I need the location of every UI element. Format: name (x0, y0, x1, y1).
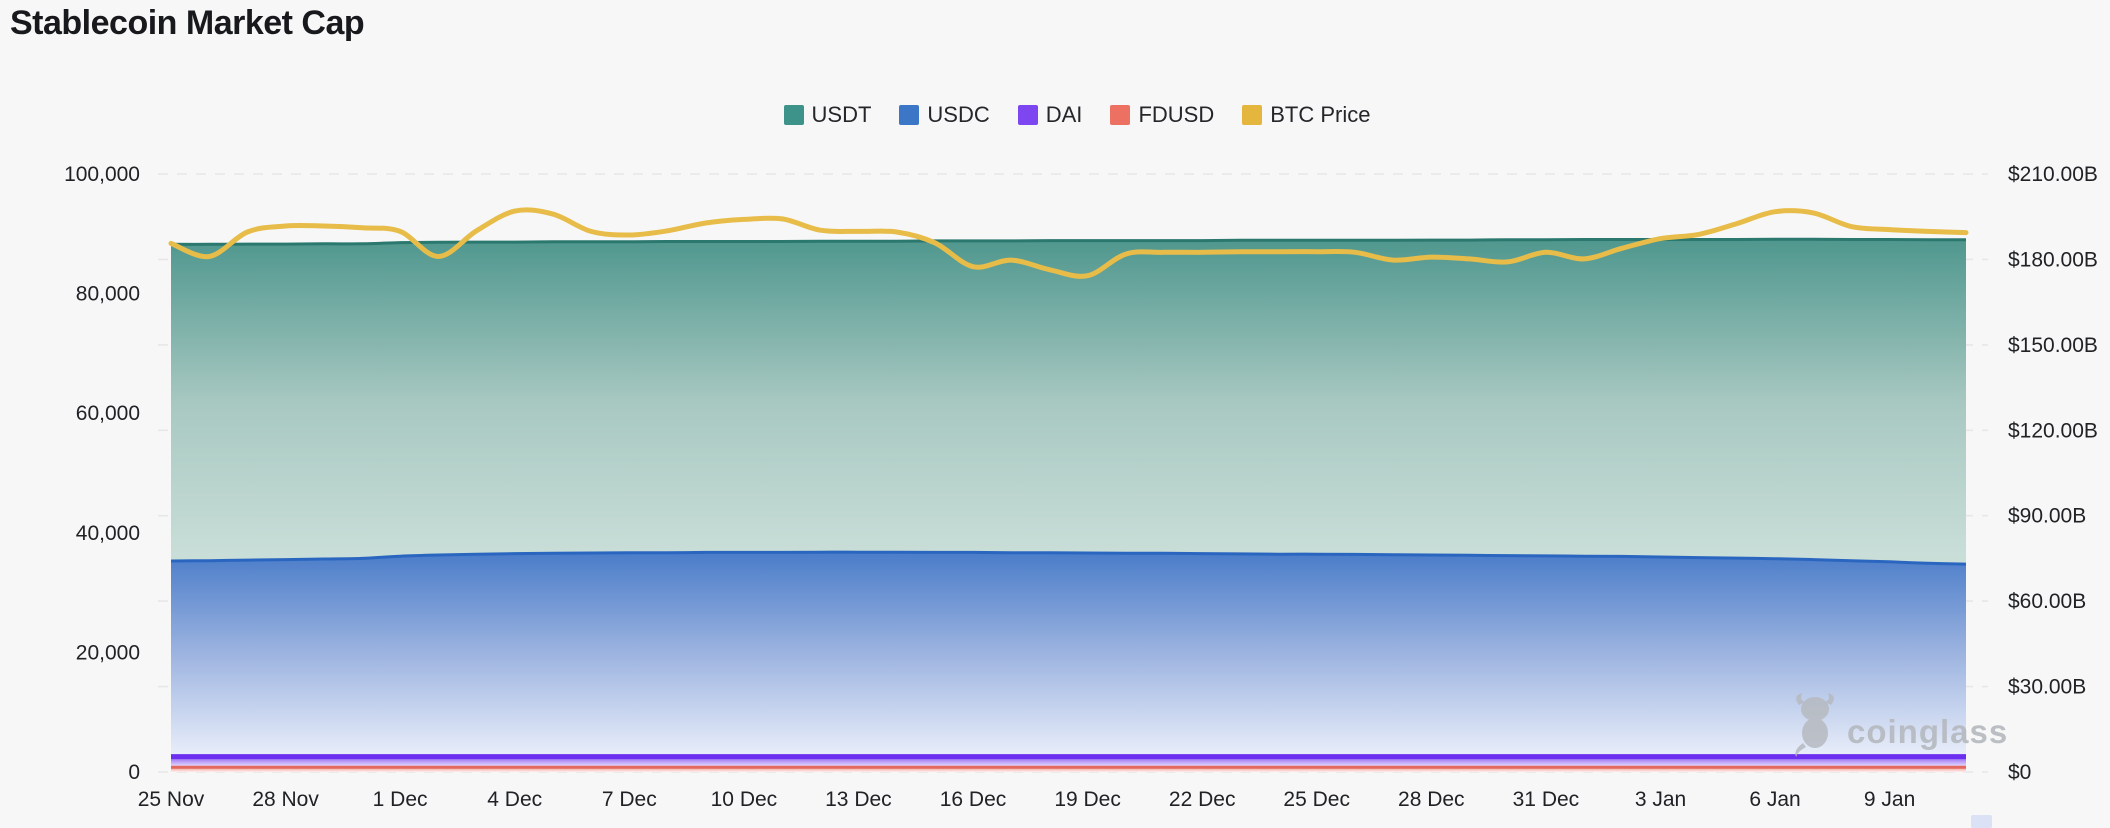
axis-labels: 0 20,000 40,000 60,000 80,000 100,000 $0 $30.00… (64, 163, 2098, 811)
legend-item-fdusd[interactable]: FDUSD (1110, 102, 1214, 128)
x-axis-label: 1 Dec (373, 788, 428, 811)
legend-label: FDUSD (1138, 102, 1215, 127)
usdt-area (171, 239, 1966, 565)
legend-item-usdc[interactable]: USDC (899, 102, 990, 128)
left-axis-label: 40,000 (76, 522, 140, 545)
x-axis-label: 13 Dec (825, 788, 892, 811)
chart-legend: USDT USDC DAI FDUSD BTC Price (22, 102, 2110, 128)
legend-item-dai[interactable]: DAI (1017, 102, 1083, 128)
x-axis-label: 31 Dec (1513, 788, 1580, 811)
x-axis-label: 9 Jan (1864, 788, 1915, 811)
btc-price-line (168, 207, 1969, 279)
legend-label: DAI (1045, 102, 1083, 127)
x-axis-label: 19 Dec (1054, 788, 1121, 811)
right-axis-label: $60.00B (2008, 590, 2086, 613)
right-axis-label: $150.00B (2008, 334, 2098, 357)
dai-area (171, 756, 1966, 768)
usdc-top-stroke (170, 550, 1967, 566)
chart-title: Stablecoin Market Cap (10, 4, 365, 42)
right-axis-label: $90.00B (2008, 505, 2086, 528)
x-axis-label: 6 Jan (1749, 788, 1800, 811)
btc-price-line-layer (168, 207, 1969, 279)
left-axis-label: 0 (128, 761, 140, 784)
left-axis-label: 80,000 (76, 283, 140, 306)
x-axis-label: 28 Dec (1398, 788, 1465, 811)
legend-swatch (783, 105, 804, 125)
x-axis-label: 4 Dec (487, 788, 542, 811)
right-axis-label: $120.00B (2008, 419, 2098, 442)
left-axis-label: 20,000 (76, 641, 140, 664)
left-axis-label: 60,000 (76, 402, 140, 425)
legend-label: BTC Price (1270, 102, 1371, 127)
right-axis-label: $210.00B (2008, 163, 2098, 186)
left-axis-label: 100,000 (64, 163, 140, 186)
legend-swatch (1110, 105, 1131, 125)
x-axis-label: 22 Dec (1169, 788, 1236, 811)
stacked-areas (170, 237, 1967, 772)
legend-item-btc-price[interactable]: BTC Price (1242, 102, 1370, 128)
coinglass-watermark: coinglass (1795, 693, 2008, 757)
legend-swatch (899, 105, 920, 125)
coinglass-bull-icon (1795, 693, 1834, 757)
x-axis-label: 28 Nov (252, 788, 319, 811)
legend-label: USDT (811, 102, 872, 127)
scroll-zoom-handle[interactable] (1971, 815, 1992, 828)
x-axis-label: 10 Dec (711, 788, 778, 811)
legend-swatch (1017, 105, 1038, 125)
right-axis-label: $180.00B (2008, 248, 2098, 271)
watermark-text: coinglass (1847, 713, 2008, 750)
x-axis-label: 16 Dec (940, 788, 1007, 811)
legend-label: USDC (927, 102, 990, 127)
legend-swatch (1242, 105, 1263, 125)
x-axis-label: 25 Nov (138, 788, 205, 811)
right-axis-label: $30.00B (2008, 676, 2086, 699)
x-axis-label: 7 Dec (602, 788, 657, 811)
x-axis-label: 3 Jan (1635, 788, 1686, 811)
legend-item-usdt[interactable]: USDT (783, 102, 872, 128)
usdc-area (171, 552, 1966, 757)
x-axis-label: 25 Dec (1283, 788, 1350, 811)
right-axis-label: $0 (2008, 761, 2031, 784)
